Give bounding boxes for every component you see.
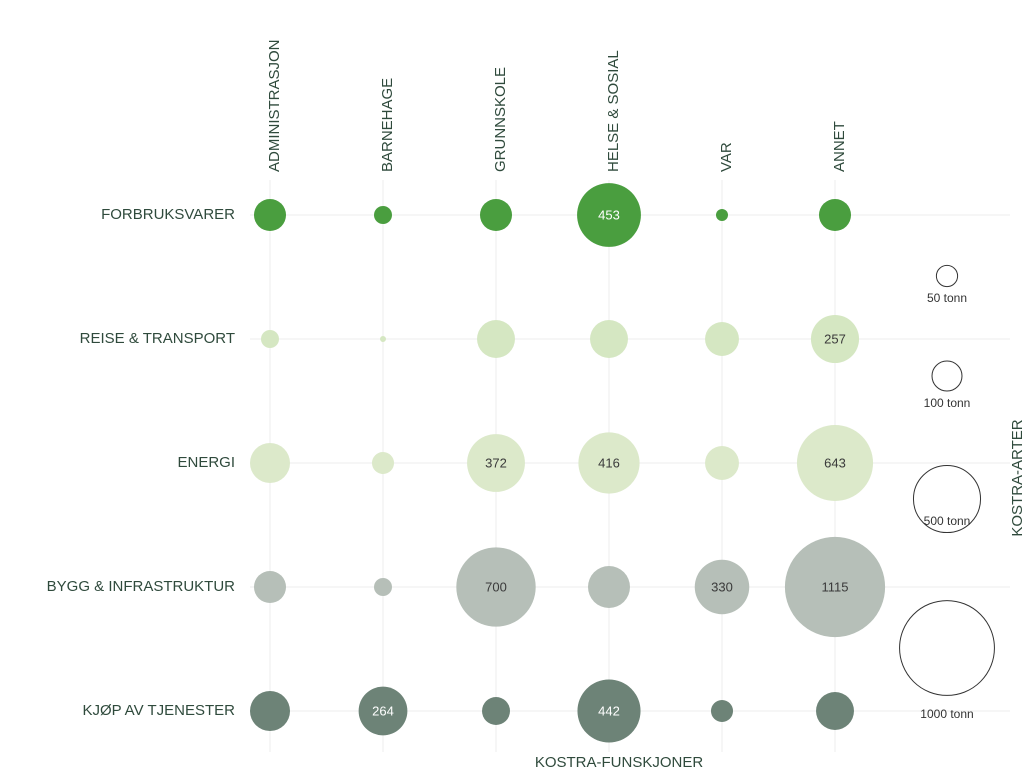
size-legend-circle (899, 600, 995, 696)
column-label: ADMINISTRASJON (266, 39, 283, 172)
data-label: 372 (485, 455, 507, 470)
bubble (705, 322, 739, 356)
bubble (374, 578, 392, 596)
bubble (253, 198, 287, 232)
bubble (588, 566, 630, 608)
bubble (810, 314, 860, 364)
data-label: 416 (598, 455, 620, 470)
bubble (456, 547, 536, 627)
bubble (477, 320, 515, 358)
bubble (710, 699, 734, 723)
column-label: BARNEHAGE (379, 78, 396, 172)
row-label: KJØP AV TJENESTER (82, 702, 235, 719)
bubble (816, 692, 854, 730)
size-legend-label: 500 tonn (924, 514, 971, 528)
bubble (705, 446, 739, 480)
bubble (818, 198, 852, 232)
data-label: 257 (824, 331, 846, 346)
bubble (371, 451, 395, 475)
bubble (482, 697, 510, 725)
bubble (796, 424, 874, 502)
data-label: 1115 (822, 579, 849, 594)
bubble (577, 183, 641, 247)
bubble (249, 442, 291, 484)
y-axis-label: KOSTRA-ARTER (1009, 419, 1026, 536)
bubble (358, 686, 408, 736)
bubble (578, 432, 640, 494)
bubble (467, 434, 525, 492)
size-legend-circle (912, 464, 982, 534)
bubble (716, 209, 728, 221)
bubble (694, 559, 750, 615)
size-legend-circle (931, 360, 963, 392)
bubble (784, 536, 886, 638)
row-label: FORBRUKSVARER (101, 206, 235, 223)
data-label: 453 (598, 207, 620, 222)
data-label: 442 (598, 703, 620, 718)
column-label: GRUNNSKOLE (492, 67, 509, 172)
bubble (380, 336, 386, 342)
bubble (590, 320, 628, 358)
data-label: 330 (711, 579, 733, 594)
data-label: 700 (485, 579, 507, 594)
column-label: ANNET (831, 121, 848, 172)
bubble (374, 206, 392, 224)
row-label: BYGG & INFRASTRUKTUR (47, 578, 236, 595)
data-label: 264 (372, 703, 394, 718)
size-legend-circle (935, 264, 959, 288)
size-legend-label: 100 tonn (924, 396, 971, 410)
row-label: ENERGI (177, 454, 235, 471)
data-label: 643 (824, 455, 846, 470)
column-label: HELSE & SOSIAL (605, 50, 622, 172)
x-axis-label: KOSTRA-FUNSKJONER (535, 754, 704, 771)
bubble (253, 570, 287, 604)
size-legend-label: 1000 tonn (920, 707, 973, 721)
size-legend-label: 50 tonn (927, 291, 967, 305)
bubble (249, 690, 291, 732)
bubble (479, 198, 513, 232)
bubble (261, 330, 279, 348)
column-label: VAR (718, 142, 735, 172)
row-label: REISE & TRANSPORT (80, 330, 235, 347)
bubble (577, 679, 641, 743)
